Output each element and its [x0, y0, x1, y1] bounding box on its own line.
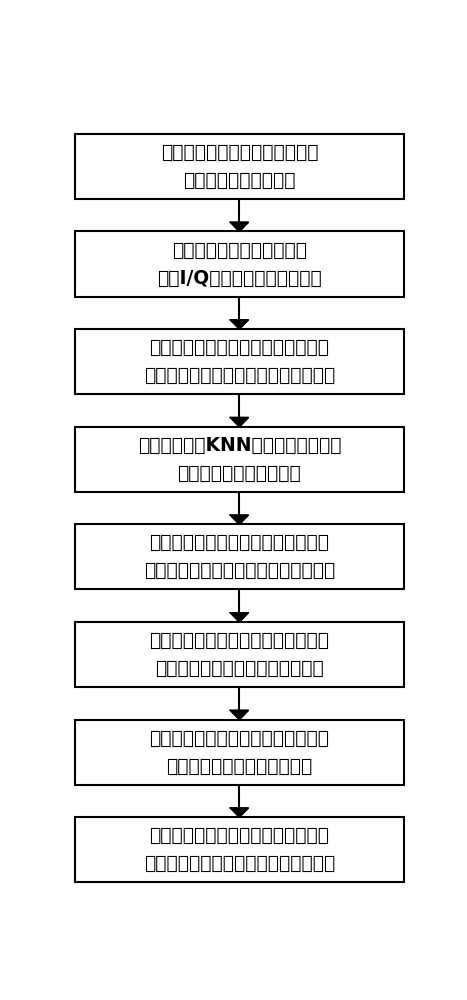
- Text: 步骤二：对中频信号处理，
获得I/Q两路数字零中频信号。: 步骤二：对中频信号处理， 获得I/Q两路数字零中频信号。: [157, 241, 322, 288]
- Text: 步骤一：侦收通信辐射源信号，
处理后获得中频信号。: 步骤一：侦收通信辐射源信号， 处理后获得中频信号。: [161, 143, 318, 190]
- Polygon shape: [230, 417, 248, 427]
- Text: 步骤七：构造广义特征方程，进行正
交投影，获得正交投影矩阵。: 步骤七：构造广义特征方程，进行正 交投影，获得正交投影矩阵。: [149, 729, 329, 776]
- FancyBboxPatch shape: [75, 622, 404, 687]
- Text: 步骤六：对局部切空间坐标进行样条
运算和排列运算，获得排列矩阵。: 步骤六：对局部切空间坐标进行样条 运算和排列运算，获得排列矩阵。: [149, 631, 329, 678]
- FancyBboxPatch shape: [75, 231, 404, 297]
- Polygon shape: [230, 222, 248, 231]
- Text: 步骤五：对局部邻域矩阵进行局部切
空间坐标转换，获得局部切空间坐标。: 步骤五：对局部邻域矩阵进行局部切 空间坐标转换，获得局部切空间坐标。: [144, 533, 335, 580]
- FancyBboxPatch shape: [75, 720, 404, 785]
- Polygon shape: [230, 710, 248, 720]
- Polygon shape: [230, 808, 248, 817]
- FancyBboxPatch shape: [75, 329, 404, 394]
- Text: 步骤四：使用KNN近邻选择方法，获
得中心化局部邻域矩阵。: 步骤四：使用KNN近邻选择方法，获 得中心化局部邻域矩阵。: [138, 436, 341, 483]
- FancyBboxPatch shape: [75, 427, 404, 492]
- FancyBboxPatch shape: [75, 524, 404, 589]
- Polygon shape: [230, 320, 248, 329]
- Text: 步骤八：对矩形积分双谱特征进行正
交投影，获通信辐射源个体细微特征。: 步骤八：对矩形积分双谱特征进行正 交投影，获通信辐射源个体细微特征。: [144, 826, 335, 873]
- FancyBboxPatch shape: [75, 134, 404, 199]
- Text: 步骤三：对中频信号进行矩形积分双
谱变换，获得矩形积分双谱特征向量。: 步骤三：对中频信号进行矩形积分双 谱变换，获得矩形积分双谱特征向量。: [144, 338, 335, 385]
- Polygon shape: [230, 613, 248, 622]
- FancyBboxPatch shape: [75, 817, 404, 882]
- Polygon shape: [230, 515, 248, 524]
